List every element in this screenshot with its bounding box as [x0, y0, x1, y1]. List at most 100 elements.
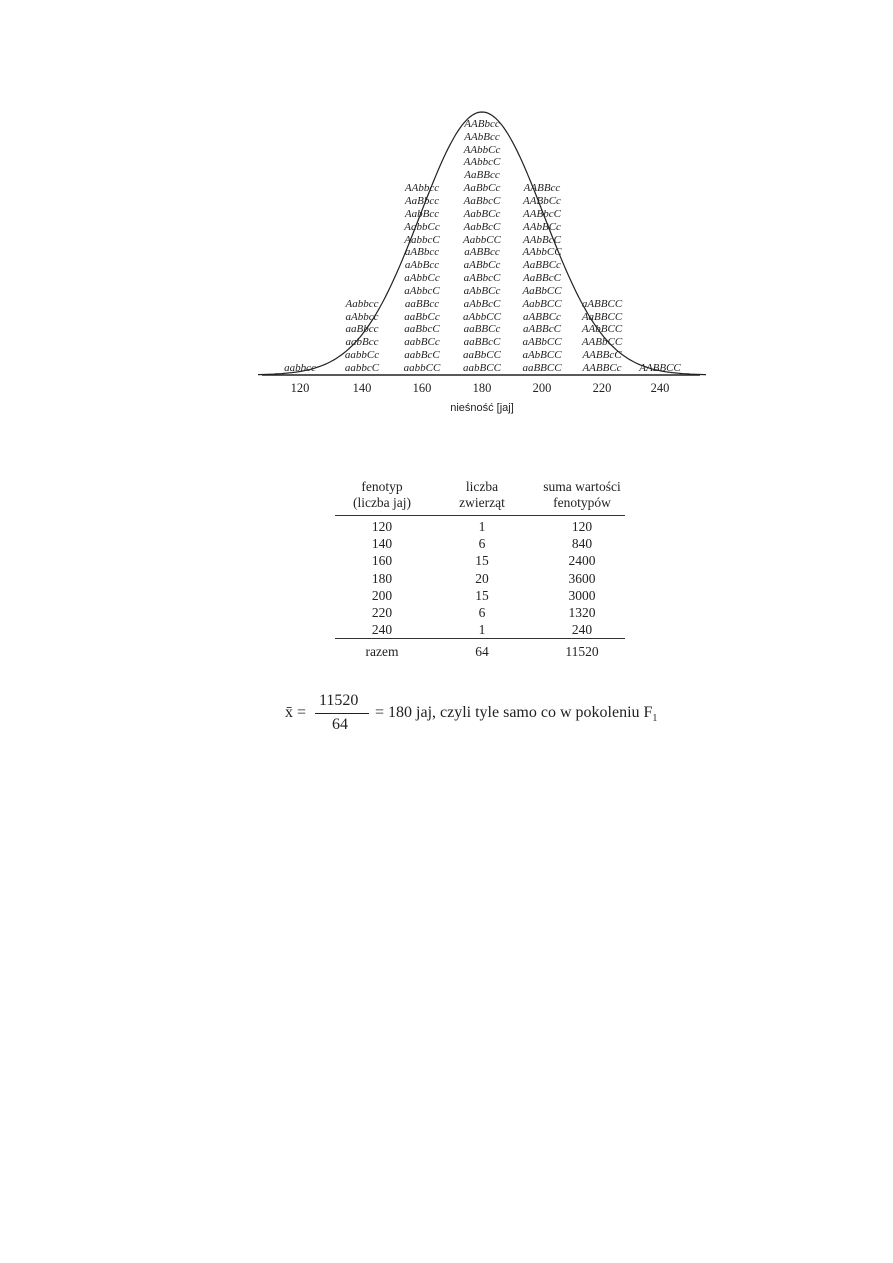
x-tick-label: 160: [412, 381, 432, 395]
genotype-label: aabbcC: [344, 362, 380, 374]
genotype-label: aaBbCC: [463, 349, 501, 362]
genotype-label: AABBCC: [639, 362, 681, 374]
genotype-label: aABbCc: [463, 259, 501, 272]
x-tick-label: 220: [592, 381, 612, 395]
genotype-label: aabbCc: [344, 349, 380, 362]
table-cell: 1320: [568, 605, 596, 620]
genotype-label: AaBbCc: [463, 182, 501, 195]
formula-lhs: x̄ =: [285, 704, 307, 721]
genotype-label: aABbcc: [404, 246, 440, 259]
genotype-label: AabBCc: [463, 207, 501, 220]
axis-title: nieśność [jaj]: [450, 402, 514, 414]
genotype-label: aABBCC: [581, 297, 623, 310]
table-header: suma wartości fenotypów: [543, 479, 621, 510]
genotype-label: aAbbcC: [404, 284, 440, 297]
genotype-label: AabbcC: [404, 233, 440, 246]
genotype-label: AABBcc: [523, 182, 561, 195]
formula-denominator: 64: [332, 716, 348, 733]
table-rule: [335, 638, 625, 639]
x-tick-label: 180: [472, 381, 492, 395]
x-tick-label: 120: [290, 381, 310, 395]
genotype-label: AaBbCC: [522, 284, 562, 297]
table-cell: 240: [571, 622, 593, 638]
genotype-label: aabBCC: [463, 362, 501, 374]
table-cell: 120: [371, 519, 393, 534]
table-cell: 2400: [568, 553, 596, 569]
genotype-label: AaBBCC: [581, 310, 623, 323]
genotype-label: aABBcc: [464, 246, 500, 259]
genotype-label: AABbCc: [523, 194, 561, 207]
genotype-label: aaBbCc: [404, 310, 440, 323]
genotype-label: AAbBcC: [523, 233, 561, 246]
genotype-label: AAbbcc: [404, 182, 440, 195]
genotype-label: aABBCc: [523, 310, 561, 323]
table-cell: 200: [371, 587, 393, 603]
genotype-label: aabbCC: [403, 362, 441, 374]
genotype-label: aAbBcC: [463, 297, 501, 310]
genotype-label: aAbbcc: [345, 310, 379, 323]
table-rule: [335, 515, 625, 516]
genotype-label: AAbBcc: [464, 130, 500, 143]
table-cell: 20: [475, 570, 489, 586]
genotype-label: AabbCC: [463, 233, 501, 246]
formula-subscript: 1: [652, 713, 658, 725]
genotype-label: AAbbCC: [522, 246, 562, 259]
fraction-bar: [315, 713, 369, 714]
genotype-label: AaBBCc: [523, 259, 561, 272]
formula-numerator: 11520: [319, 692, 359, 709]
table-cell: 160: [371, 553, 393, 569]
genotype-label: AAbbcC: [463, 156, 501, 169]
genotype-label: aABbCC: [522, 336, 562, 349]
table-header: liczba zwierząt: [459, 479, 505, 510]
table-cell: 3600: [568, 570, 596, 586]
table-cell: 6: [478, 605, 486, 620]
genotype-label: aaBbcc: [345, 323, 379, 336]
table-cell: 15: [475, 553, 489, 569]
table-total-cell: 64: [475, 644, 489, 659]
table-cell: 840: [571, 536, 593, 552]
genotype-label: AABbcc: [464, 117, 500, 130]
genotype-label: aABBcC: [523, 323, 561, 336]
table-cell: 1: [478, 519, 486, 534]
formula-rhs: = 180 jaj, czyli tyle samo co w pokoleni…: [375, 704, 657, 724]
table-cell: 1: [478, 622, 486, 638]
table-cell: 6: [478, 536, 486, 552]
genotype-label: AabBCC: [522, 297, 562, 310]
genotype-label: AABBCc: [582, 362, 622, 374]
genotype-label: aaBbcC: [404, 323, 440, 336]
genotype-label: aabbcc: [284, 362, 316, 374]
genotype-label: Aabbcc: [345, 297, 379, 310]
genotype-label: AAbBCC: [581, 323, 623, 336]
genotype-label: AAbbCc: [463, 143, 501, 156]
genotype-label: aaBBcc: [404, 297, 440, 310]
table-cell: 140: [371, 536, 393, 552]
genotype-label: AaBBcc: [464, 169, 500, 182]
genotype-label: AaBbcC: [463, 194, 501, 207]
genotype-label: aABbcC: [463, 272, 501, 285]
genotype-label: AabBcC: [463, 220, 501, 233]
genotype-label: aAbBcc: [404, 259, 440, 272]
table-cell: 3000: [568, 587, 596, 603]
genotype-label: aAbbCC: [463, 310, 501, 323]
genotype-label: aaBBcC: [463, 336, 501, 349]
bell-curve: [258, 111, 706, 376]
table-cell: 120: [571, 519, 593, 534]
table-cell: 180: [371, 570, 393, 586]
genotype-label: aAbBCc: [463, 284, 501, 297]
table-total-cell: razem: [365, 644, 399, 659]
genotype-label: aabBcC: [404, 349, 440, 362]
genotype-label: aabBcc: [345, 336, 379, 349]
x-tick-label: 140: [352, 381, 372, 395]
genotype-label: aAbBCC: [522, 349, 562, 362]
genotype-label: AABbCC: [581, 336, 623, 349]
genotype-label: AABBcC: [582, 349, 622, 362]
table-cell: 220: [371, 605, 393, 620]
genotype-label: aabBCc: [404, 336, 440, 349]
genotype-label: AaBBcC: [523, 272, 561, 285]
genotype-label: aaBBCC: [522, 362, 562, 374]
genotype-label: AabBcc: [404, 207, 440, 220]
table-header: fenotyp (liczba jaj): [352, 479, 412, 510]
distribution-diagram: [258, 111, 706, 376]
genotype-label: AABbcC: [523, 207, 561, 220]
table-total-cell: 11520: [565, 644, 599, 659]
